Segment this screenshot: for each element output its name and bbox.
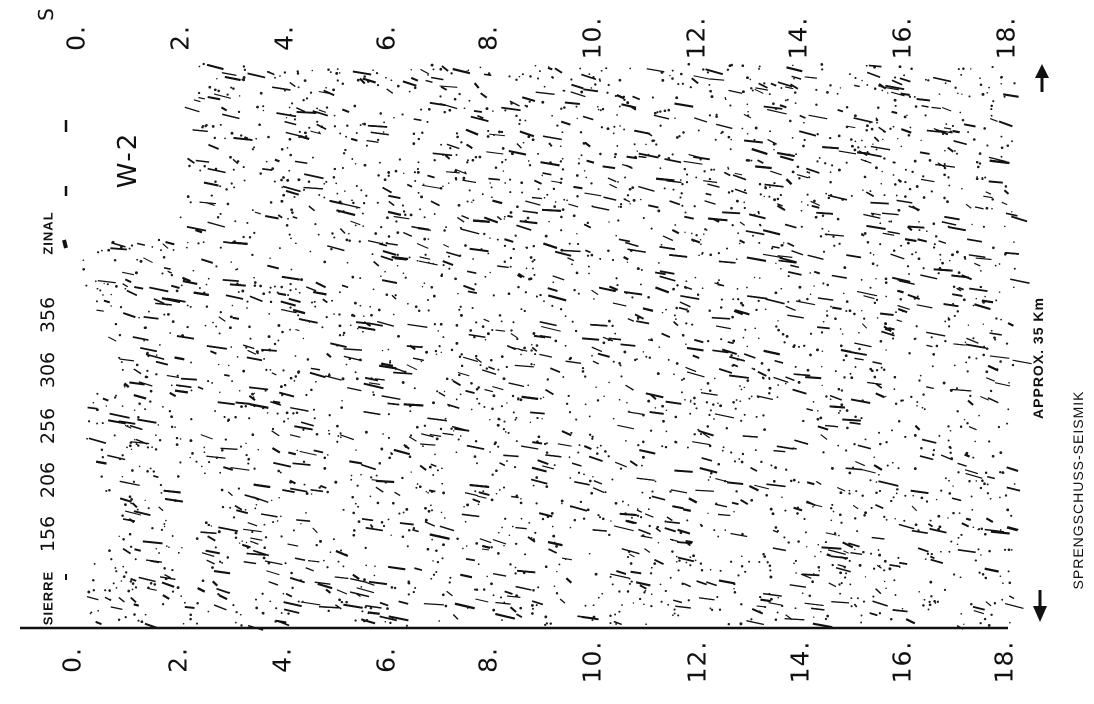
frame-lines — [20, 120, 1008, 630]
arrow-down-icon — [1033, 606, 1047, 622]
arrow-up-icon — [1035, 64, 1049, 78]
seismic-traces — [82, 62, 1032, 631]
direction-arrows — [1033, 64, 1049, 622]
shot-tick-mark — [62, 239, 68, 249]
